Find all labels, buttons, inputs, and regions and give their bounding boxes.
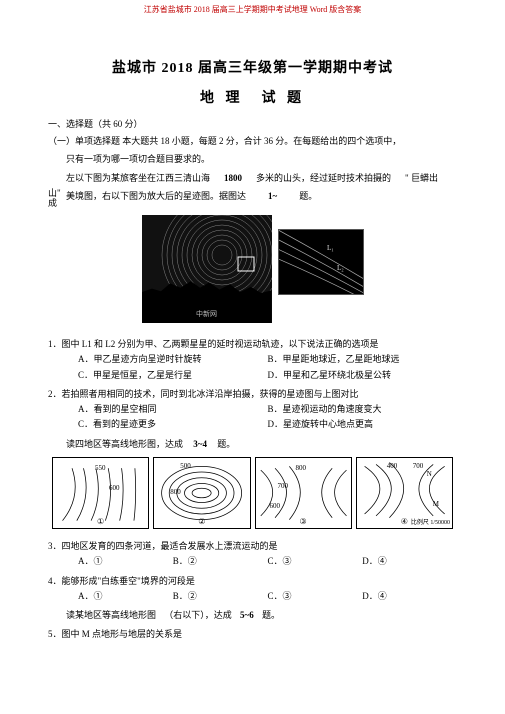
contour-value: 500 <box>180 462 191 470</box>
instruction-line-1: （一）单项选择题 本大题共 18 小题，每题 2 分，合计 36 分。在每题给出… <box>48 134 457 148</box>
contour-value: 550 <box>95 464 106 472</box>
label-l2: L₂ <box>337 264 344 272</box>
question-range: 5~6 <box>240 610 254 620</box>
passage-text: " 巨蟒出 <box>405 171 438 185</box>
passage-text: 题。 <box>217 439 235 449</box>
passage-text: 美境图，右以下图为放大后的星迹图。据图达 <box>66 189 246 203</box>
q3-opt-c: C．③ <box>268 554 363 569</box>
q1-opts-row2: C．甲星是恒星，乙星是行星 D．甲星和乙星环绕北极星公转 <box>48 368 457 383</box>
passage-text: 左以下图为某旅客坐在江西三清山海 <box>66 171 210 185</box>
passage-1b: 山"成 美境图，右以下图为放大后的星迹图。据图达 1~ 题。 <box>48 189 457 209</box>
q1-opt-a: A．甲乙星迹方向呈逆时针旋转 <box>78 352 268 367</box>
star-trail-photo-main: 中新网 <box>142 215 272 323</box>
q4-opts: A．① B．② C．③ D．④ <box>48 589 457 604</box>
contour-value: 700 <box>278 482 289 490</box>
q3-opt-a: A．① <box>78 554 173 569</box>
section-heading: 一、选择题（共 60 分） <box>48 117 457 130</box>
contour-value: 600 <box>270 502 281 510</box>
q3-opt-b: B．② <box>173 554 268 569</box>
contour-value: 600 <box>109 484 120 492</box>
passage-text: （右以下），达成 <box>164 610 232 620</box>
passage-text: 读某地区等高线地形图 <box>66 610 156 620</box>
map-number: ② <box>198 517 205 526</box>
q4-opt-b: B．② <box>173 589 268 604</box>
q4-opt-d: D．④ <box>362 589 457 604</box>
passage-1a: 左以下图为某旅客坐在江西三清山海 1800 多米的山头，经过延时技术拍摄的 " … <box>48 171 457 185</box>
q5-stem: 5．图中 M 点地形与地层的关系是 <box>48 627 457 642</box>
q3-opts: A．① B．② C．③ D．④ <box>48 554 457 569</box>
contour-map-4: 400 700 N M ④ 比例尺 1/50000 <box>356 457 453 529</box>
q4-opt-c: C．③ <box>268 589 363 604</box>
q1-opt-d: D．甲星和乙星环绕北极星公转 <box>268 368 458 383</box>
contour-value: 800 <box>170 488 181 496</box>
passage-text: 题。 <box>299 189 317 203</box>
contour-value: 700 <box>413 462 424 470</box>
q3-opt-d: D．④ <box>362 554 457 569</box>
map-scale: 比例尺 1/50000 <box>411 517 450 526</box>
side-chars: 山"成 <box>48 189 66 209</box>
page-header: 江苏省盐城市 2018 届高三上学期期中考试地理 Word 版含答案 <box>0 0 505 15</box>
contour-value: 400 <box>387 462 398 470</box>
photo-watermark: 中新网 <box>196 309 217 319</box>
question-range: 1~ <box>268 189 277 203</box>
q4-opt-a: A．① <box>78 589 173 604</box>
q3-stem: 3．四地区发育的四条河道，最适合发展水上漂流运动的是 <box>48 539 457 554</box>
q2-opt-d: D．星迹旋转中心地点更高 <box>268 417 458 432</box>
q4-stem: 4．能够形成"白练垂空"境界的河段是 <box>48 574 457 589</box>
q1-opt-c: C．甲星是恒星，乙星是行星 <box>78 368 268 383</box>
passage-text: 读四地区等高线地形图，达成 <box>66 439 183 449</box>
passage-d: 读某地区等高线地形图 （右以下），达成 5~6 题。 <box>48 608 457 622</box>
contour-map-1: 550 600 ① <box>52 457 149 529</box>
main-title: 盐城市 2018 届高三年级第一学期期中考试 <box>48 57 457 77</box>
q2-stem: 2．若拍照者用相同的技术，同时到北冰洋沿岸拍摄，获得的星迹图与上图对比 <box>48 387 457 402</box>
point-m: M <box>433 500 439 508</box>
question-range: 3~4 <box>193 439 207 449</box>
point-n: N <box>427 470 432 478</box>
contour-maps-row: 550 600 ① 500 800 ② <box>52 457 453 529</box>
star-trail-photo-zoom: L₁ L₂ <box>278 229 364 295</box>
map-number: ④ <box>401 517 408 526</box>
q2-opt-c: C．看到的星迹更多 <box>78 417 268 432</box>
figure-row-stars: 中新网 L₁ L₂ <box>48 215 457 323</box>
q1-opts-row1: A．甲乙星迹方向呈逆时针旋转 B．甲星距地球近，乙星距地球远 <box>48 352 457 367</box>
zoom-arcs-svg: L₁ L₂ <box>279 230 364 295</box>
contour-map-2: 500 800 ② <box>153 457 250 529</box>
instruction-line-1b: 只有一项为哪一项切合题目要求的。 <box>48 152 457 166</box>
sub-title: 地 理 试 题 <box>48 87 457 107</box>
elevation-value: 1800 <box>224 171 242 185</box>
passage-text: 多米的山头，经过延时技术拍摄的 <box>256 171 391 185</box>
contour-map-3: 800 700 600 ③ <box>255 457 352 529</box>
exam-content: 盐城市 2018 届高三年级第一学期期中考试 地 理 试 题 一、选择题（共 6… <box>0 57 505 642</box>
q1-stem: 1．图中 L1 和 L2 分别为甲、乙两颗星星的延时视运动轨迹，以下说法正确的选… <box>48 337 457 352</box>
q2-opts-row2: C．看到的星迹更多 D．星迹旋转中心地点更高 <box>48 417 457 432</box>
q2-opt-a: A．看到的星空相同 <box>78 402 268 417</box>
q1-opt-b: B．甲星距地球近，乙星距地球远 <box>268 352 458 367</box>
map-number: ③ <box>300 517 307 526</box>
q2-opt-b: B．星迹视运动的角速度变大 <box>268 402 458 417</box>
q2-opts-row1: A．看到的星空相同 B．星迹视运动的角速度变大 <box>48 402 457 417</box>
label-l1: L₁ <box>327 244 334 252</box>
contour-value: 800 <box>296 464 307 472</box>
passage-contour: 读四地区等高线地形图，达成 3~4 题。 <box>48 437 457 451</box>
map-number: ① <box>97 517 104 526</box>
passage-text: 题。 <box>262 610 280 620</box>
